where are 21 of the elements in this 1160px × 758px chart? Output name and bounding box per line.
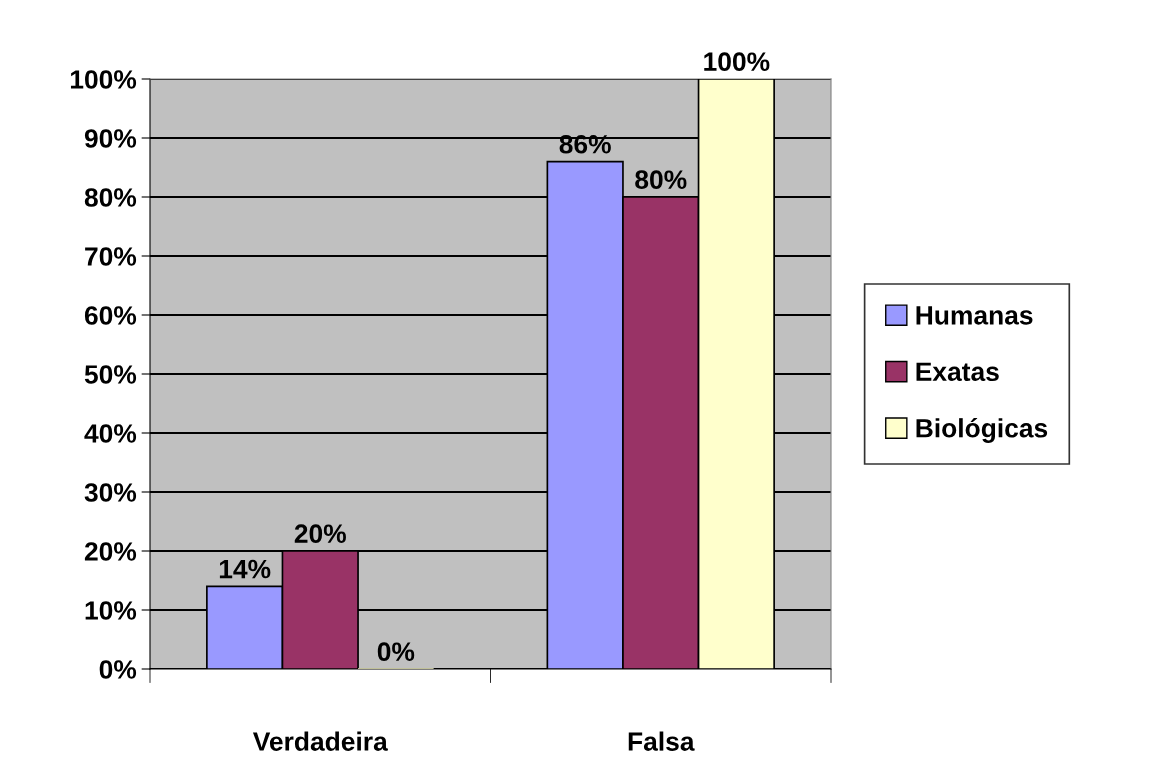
legend-label: Humanas: [916, 306, 1033, 325]
legend-label: Exatas: [916, 362, 999, 382]
y-tick-label: 80%: [84, 188, 137, 207]
y-tick-label: 60%: [84, 306, 137, 325]
data-label: 100%: [704, 52, 770, 72]
y-tick-label: 10%: [85, 601, 137, 620]
y-tick-label: 20%: [84, 542, 137, 561]
data-label: 0%: [377, 642, 415, 662]
x-tick-label: Verdadeira: [252, 731, 388, 751]
data-label: 80%: [635, 170, 687, 190]
data-label: 14%: [219, 559, 271, 579]
x-tick-label: Falsa: [628, 731, 695, 751]
y-tick-label: 0%: [99, 660, 137, 679]
y-tick-label: 30%: [84, 483, 137, 502]
y-tick-label: 50%: [84, 365, 137, 384]
data-label: 20%: [294, 524, 346, 544]
y-tick-label: 90%: [84, 129, 137, 148]
y-tick-label: 40%: [84, 424, 137, 443]
legend-label: Biológicas: [916, 417, 1048, 443]
y-tick-label: 100%: [70, 70, 137, 89]
y-tick-label: 70%: [85, 247, 137, 266]
